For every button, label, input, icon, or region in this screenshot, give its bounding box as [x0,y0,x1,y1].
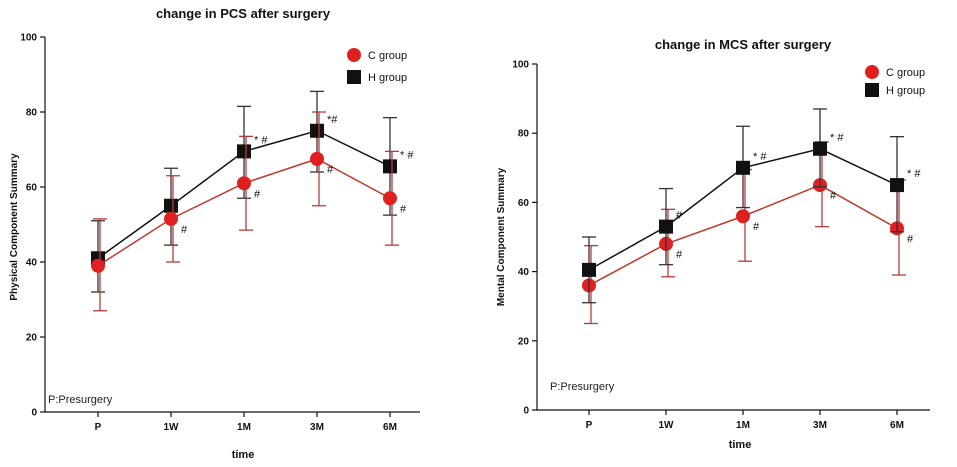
mcs-legend-h-group-label: H group [886,85,925,97]
pcs-c-group-point [164,211,178,226]
pcs-presurgery-note: P:Presurgery [48,394,113,406]
mcs-x-tick-label: 1M [736,420,750,431]
mcs-h-group-significance-label: * # [830,132,844,144]
pcs-x-tick-label: 1W [164,422,180,433]
pcs-h-group-significance-label: *# [327,114,338,126]
mcs-y-axis-label: Mental Component Summary [496,167,507,306]
mcs-c-group-significance-label: # [676,249,683,261]
mcs-c-group-point [736,209,750,224]
pcs-y-tick-label: 40 [26,258,38,269]
pcs-legend-c-group-marker [347,48,361,62]
pcs-x-tick-label: 1M [237,422,251,433]
mcs-x-tick-label: P [586,420,593,431]
mcs-x-axis-label: time [729,439,752,451]
pcs-x-tick-label: P [95,422,102,433]
pcs-y-tick-label: 100 [20,33,37,44]
mcs-y-tick-label: 100 [512,60,529,71]
mcs-x-tick-label: 1W [659,420,675,431]
pcs-c-group-significance-label: # [400,203,407,215]
mcs-legend-h-group-marker [865,83,879,97]
pcs-x-axis-label: time [232,449,255,461]
mcs-h-group-point [890,178,904,193]
mcs-h-group-point [659,219,673,234]
mcs-x-tick-label: 6M [890,420,904,431]
mcs-x-tick-label: 3M [813,420,827,431]
mcs-h-group-point [582,262,596,277]
mcs-legend-c-group-label: C group [886,67,925,79]
pcs-y-tick-label: 80 [26,108,38,119]
mcs-presurgery-note: P:Presurgery [550,381,615,393]
pcs-c-group-point [310,151,324,166]
mcs-c-group-significance-label: # [830,190,837,202]
mcs-h-group-significance-label: # [676,210,683,222]
pcs-c-group-point [91,258,105,273]
mcs-h-group-point [813,141,827,156]
mcs-h-group-significance-label: * # [907,168,921,180]
pcs-c-group-point [237,176,251,191]
pcs-y-tick-label: 60 [26,183,38,194]
pcs-y-tick-label: 0 [31,408,37,419]
pcs-h-group-point [310,123,324,138]
pcs-c-group-significance-label: # [327,164,334,176]
mcs-y-tick-label: 20 [518,336,530,347]
mcs-y-tick-label: 40 [518,267,530,278]
pcs-h-group-significance-label: * # [254,134,268,146]
pcs-x-tick-label: 3M [310,422,324,433]
pcs-legend-h-group-label: H group [368,72,407,84]
pcs-legend-h-group-marker [347,70,361,84]
pcs-h-group-significance-label: * # [400,149,414,161]
pcs-c-group-significance-label: # [254,188,261,200]
pcs-x-tick-label: 6M [383,422,397,433]
mcs-c-group-significance-label: # [753,221,760,233]
pcs-y-tick-label: 20 [26,333,38,344]
pcs-chart: change in PCS after surgery Physical Com… [9,6,420,461]
mcs-h-group-point [736,160,750,175]
mcs-c-group-significance-label: # [907,233,914,245]
pcs-legend-c-group-label: C group [368,50,407,62]
mcs-chart: change in MCS after surgery Mental Compo… [496,37,930,451]
pcs-h-group-point [164,198,178,213]
pcs-c-group-point [383,191,397,206]
mcs-legend-c-group-marker [865,65,879,79]
mcs-h-group-significance-label: * # [753,151,767,163]
pcs-h-group-point [383,159,397,174]
pcs-h-group-point [237,144,251,159]
mcs-chart-title: change in MCS after surgery [655,37,832,52]
pcs-c-group-significance-label: # [181,224,188,236]
mcs-y-tick-label: 80 [518,129,530,140]
pcs-y-axis-label: Physical Component Summary [9,153,20,301]
pcs-chart-title: change in PCS after surgery [156,6,331,21]
mcs-y-tick-label: 0 [523,406,529,417]
pcs-axes [44,37,420,413]
mcs-y-tick-label: 60 [518,198,530,209]
